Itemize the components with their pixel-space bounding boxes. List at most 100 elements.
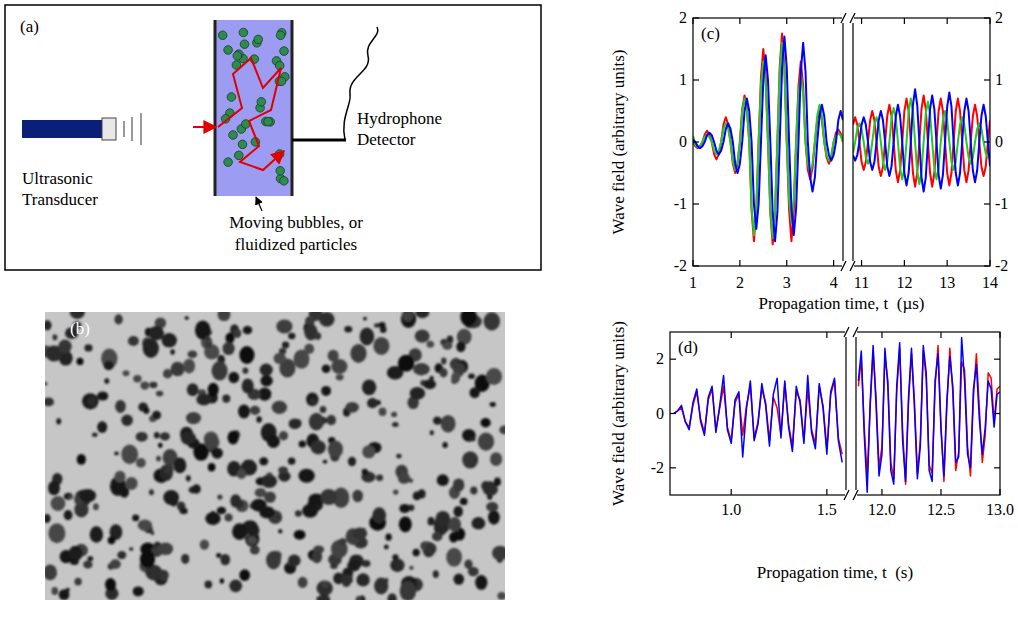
x-tick — [786, 260, 787, 266]
bubble — [121, 415, 133, 426]
bubble — [152, 411, 161, 420]
bubble — [250, 406, 260, 415]
panel-letter: (d) — [678, 338, 698, 357]
axis-break — [850, 261, 855, 271]
bubble — [321, 581, 329, 588]
bubble — [129, 547, 133, 550]
bubble — [212, 361, 228, 380]
bubble — [140, 381, 149, 389]
particle — [276, 31, 285, 40]
bubble — [460, 312, 476, 326]
bubble — [437, 474, 449, 486]
y-tick-label: -2 — [674, 257, 687, 274]
axis-break — [844, 327, 849, 337]
bubble — [236, 500, 249, 513]
y2-tick-label: 2 — [995, 9, 1003, 26]
bubble — [64, 510, 73, 520]
bubble — [363, 317, 367, 321]
bubble — [114, 471, 125, 483]
bubble — [239, 346, 254, 364]
bubble — [45, 398, 54, 407]
y-tick-label: 1 — [679, 71, 687, 88]
bubble — [114, 452, 119, 456]
bubble — [350, 344, 366, 363]
particle — [257, 98, 266, 107]
sound-wave — [131, 117, 132, 141]
bubble — [410, 387, 425, 400]
bubble — [486, 368, 502, 385]
bubble — [267, 435, 280, 448]
bubble — [468, 374, 475, 379]
particle — [218, 31, 227, 40]
particle — [276, 167, 285, 176]
panel-letter: (c) — [701, 24, 720, 43]
x-tick — [881, 489, 882, 495]
y-tick-label: 2 — [679, 9, 687, 26]
bubble — [328, 350, 339, 362]
bubble — [352, 490, 363, 502]
bubble — [402, 312, 413, 322]
bubble — [494, 478, 501, 487]
bubble — [299, 440, 306, 447]
bubble — [217, 494, 222, 499]
x-tick — [833, 260, 834, 266]
bubble — [212, 448, 223, 459]
bubble — [187, 383, 199, 396]
bubble — [464, 560, 472, 569]
plot-frame — [693, 18, 843, 266]
bubble — [348, 457, 356, 467]
bubble — [360, 328, 375, 346]
bubble — [77, 454, 86, 465]
hydrophone — [292, 139, 346, 142]
bubble — [233, 329, 241, 339]
bubble — [149, 326, 164, 340]
bubble — [156, 391, 163, 397]
bubble — [304, 344, 314, 354]
bubble — [295, 510, 302, 516]
bubble — [423, 379, 436, 389]
wave-line — [693, 37, 843, 242]
particle — [238, 140, 247, 149]
bubble — [374, 578, 388, 595]
x-tick — [692, 260, 693, 266]
y2-tick — [984, 203, 990, 204]
bubble — [243, 326, 252, 334]
bubble — [77, 358, 84, 365]
particle — [224, 158, 233, 167]
bubble — [143, 339, 159, 358]
bubble — [439, 368, 447, 377]
wave-line — [674, 375, 842, 462]
bubble — [114, 314, 122, 324]
bubble — [373, 337, 389, 355]
bubble — [183, 359, 195, 374]
bubble — [490, 402, 496, 407]
y-tick-label: 2 — [656, 350, 664, 367]
bubble — [367, 398, 378, 408]
bubble — [121, 445, 138, 465]
sound-wave — [123, 121, 124, 137]
bubble — [170, 349, 175, 355]
x-tick — [999, 332, 1000, 338]
plot-area — [674, 375, 842, 462]
bubble — [92, 433, 98, 438]
axis-break — [841, 13, 846, 23]
bubble — [448, 517, 461, 532]
bubble — [413, 549, 420, 557]
bubble — [480, 418, 490, 427]
y2-tick-label: -1 — [995, 195, 1008, 212]
break-patch — [845, 490, 857, 500]
bubble — [45, 565, 57, 581]
bubble — [59, 589, 70, 600]
bubble — [181, 554, 189, 564]
particle — [227, 93, 236, 102]
bubble — [140, 550, 155, 568]
y-axis-title: Wave field (arbitrary units) — [609, 321, 628, 506]
y-tick-label: 0 — [679, 133, 687, 150]
bubble — [276, 320, 292, 334]
particle — [280, 47, 289, 56]
axis-break — [853, 327, 858, 337]
x-tick — [692, 18, 693, 24]
wave-line — [858, 337, 1000, 492]
bubble — [294, 530, 306, 540]
bubble — [228, 372, 239, 383]
